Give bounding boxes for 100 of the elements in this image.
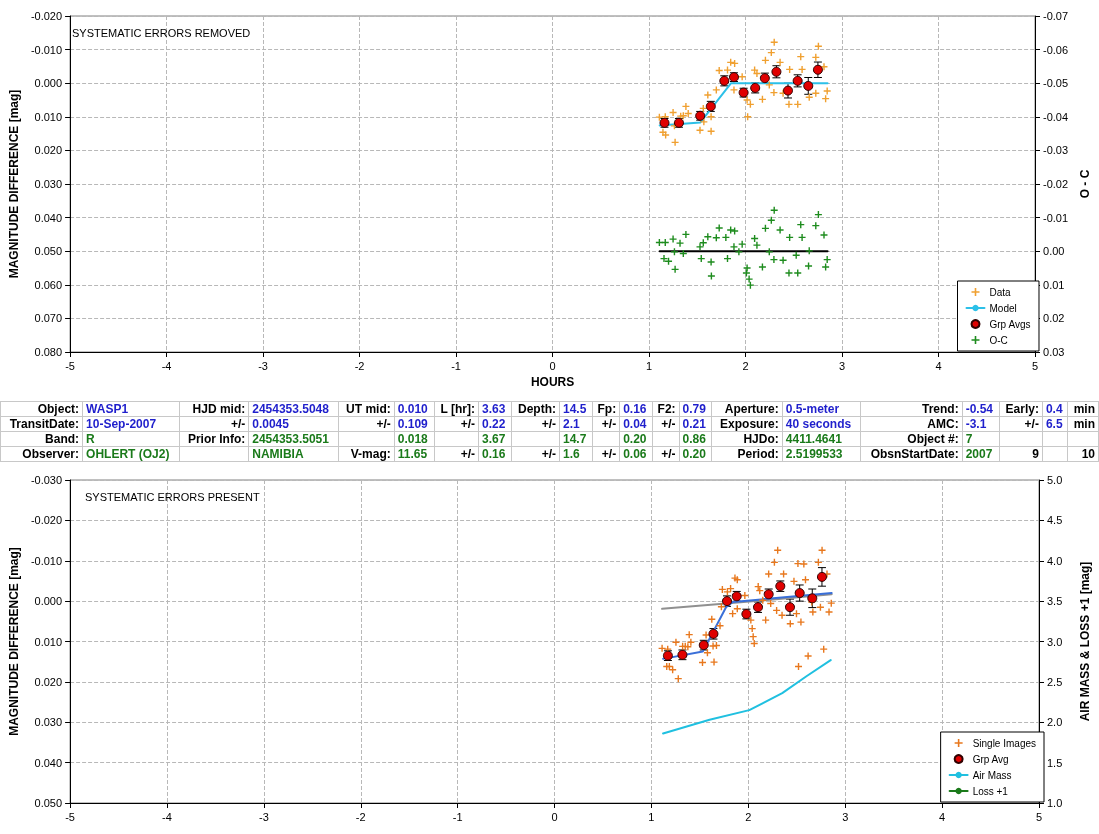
point	[670, 248, 678, 256]
line-series	[662, 592, 833, 660]
x-tick-label: 0	[549, 359, 556, 372]
text: 3.67	[482, 432, 506, 446]
text: Band:	[45, 432, 80, 446]
text: +/-	[230, 417, 246, 431]
x-tick-label: 1	[648, 810, 655, 823]
text: ObsnStartDate:	[870, 447, 959, 461]
x-tick-label: -5	[65, 359, 75, 372]
y-tick-label: 0.050	[34, 245, 63, 258]
text: 0.20	[623, 432, 647, 446]
x-tick-label: -2	[355, 810, 366, 823]
x-tick-label: -4	[162, 810, 172, 823]
text: +/-	[376, 417, 391, 431]
y-tick-label: -0.020	[30, 514, 63, 527]
y-tick-label: -0.010	[30, 554, 63, 567]
point	[742, 269, 750, 277]
text: 0.16	[623, 402, 647, 416]
text: 7	[965, 432, 973, 446]
text: 0.79	[682, 402, 706, 416]
point	[724, 66, 731, 74]
legend-label: Data	[989, 286, 1012, 298]
x-tick-label: -1	[452, 810, 463, 823]
text: 2007	[965, 447, 993, 461]
point	[722, 233, 730, 241]
y2-tick-label: 2.0	[1047, 716, 1063, 729]
legend-label: Single Images	[972, 737, 1037, 749]
text: OHLERT (OJ2)	[86, 447, 170, 461]
x-tick-label: 1	[645, 359, 653, 372]
text: 0.86	[682, 432, 706, 446]
point	[731, 227, 739, 235]
point	[744, 113, 752, 121]
point	[699, 239, 707, 247]
text: +/-	[460, 417, 476, 431]
y2-tick-label: 0.03	[1043, 346, 1065, 358]
y-tick-label: -0.010	[30, 43, 63, 56]
y-tick-label: 0.020	[34, 675, 63, 688]
text: SYSTEMATIC ERRORS REMOVED	[72, 26, 251, 39]
text: -0.54	[965, 402, 994, 416]
x-tick-label: 3	[842, 810, 849, 823]
text: min	[1073, 402, 1095, 416]
x-tick-label: -3	[258, 810, 269, 823]
text: Object:	[37, 402, 80, 416]
y-tick-label: 0.040	[34, 211, 63, 224]
x-tick-label: -5	[65, 810, 75, 823]
text: AMC:	[927, 417, 959, 431]
point	[807, 593, 818, 604]
y2-tick-label: 1.5	[1047, 756, 1063, 769]
text: 2454353.5048	[252, 402, 329, 416]
text: Observer:	[22, 447, 80, 461]
y2-tick-label: -0.04	[1043, 110, 1069, 123]
point	[682, 230, 690, 238]
y2-tick-label: 0.00	[1043, 245, 1065, 258]
point	[671, 138, 679, 146]
y-tick-label: 0.070	[34, 312, 63, 325]
point	[765, 248, 773, 256]
line-series	[662, 659, 832, 735]
text: 14.7	[562, 432, 587, 446]
point	[798, 233, 806, 241]
x-tick-label: 5	[1035, 810, 1043, 823]
y-tick-label: 0.080	[34, 346, 63, 358]
x-tick-label: -3	[258, 359, 268, 372]
text: 10-Sep-2007	[86, 417, 157, 431]
text: +/-	[661, 447, 676, 461]
y2-axis-title: O - C	[1078, 169, 1092, 199]
point	[816, 571, 827, 582]
text: 2.1	[562, 417, 580, 431]
point	[785, 269, 793, 277]
point	[776, 226, 784, 234]
text: 0.21	[682, 417, 706, 431]
text: Depth:	[517, 402, 556, 416]
x-tick-label: 4	[935, 359, 942, 372]
y-tick-label: 0.040	[34, 756, 63, 769]
point	[730, 243, 738, 251]
point	[758, 263, 766, 271]
y-tick-label: -0.020	[30, 10, 63, 22]
text: 0.018	[397, 432, 428, 446]
point	[671, 265, 679, 273]
y2-tick-label: 2.5	[1047, 675, 1063, 688]
point	[660, 255, 668, 263]
point	[822, 263, 830, 271]
legend-label: Grp Avgs	[989, 318, 1031, 330]
text: Exposure:	[720, 417, 779, 431]
point	[730, 86, 738, 94]
text: 0.0045	[252, 417, 289, 431]
text: Period:	[737, 447, 779, 461]
point	[735, 248, 743, 256]
legend-label: Model	[989, 302, 1017, 314]
point	[785, 100, 793, 108]
legend-label: Air Mass	[972, 769, 1012, 781]
point	[707, 258, 715, 266]
y-tick-label: 0.010	[34, 110, 63, 123]
text: 0.010	[397, 402, 428, 416]
text: WASP1	[86, 402, 129, 416]
text: 0.16	[482, 447, 506, 461]
y-tick-label: 0.020	[34, 144, 63, 157]
point	[820, 63, 828, 71]
legend-label: Grp Avg	[972, 753, 1009, 765]
point	[707, 127, 715, 135]
text: 4411.4641	[785, 432, 842, 446]
